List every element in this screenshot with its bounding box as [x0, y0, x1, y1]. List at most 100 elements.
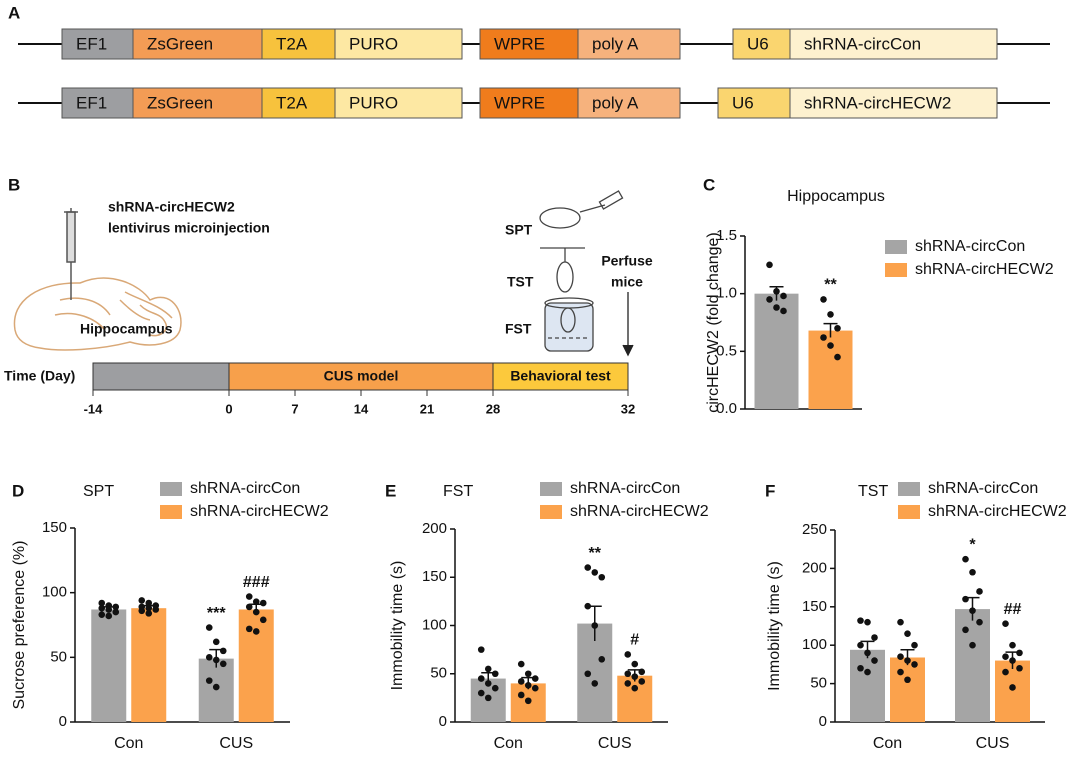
data-point [212, 656, 220, 664]
bar [91, 609, 127, 722]
data-point [911, 641, 918, 649]
construct-element [132, 87, 263, 119]
timeline-tick-label: -14 [84, 401, 104, 416]
construct-element [334, 87, 463, 119]
legend-swatch [885, 263, 907, 277]
data-point [624, 680, 632, 687]
legend-swatch [898, 505, 920, 519]
data-point [857, 664, 864, 672]
data-point [857, 617, 864, 624]
bar [890, 657, 925, 722]
data-point [904, 630, 911, 637]
data-point [904, 676, 911, 684]
data-point [245, 593, 253, 600]
data-point [484, 694, 492, 702]
timeline-tick-label: 32 [621, 401, 635, 416]
legend-label: shRNA-circCon [570, 480, 680, 497]
axis-label: Time (Day) [4, 368, 75, 384]
element-label: U6 [732, 93, 754, 112]
data-point [773, 288, 780, 295]
panel-letter: B [8, 175, 20, 194]
phase-label: CUS model [324, 368, 399, 384]
mouse-icons [539, 190, 624, 352]
data-point [969, 641, 976, 649]
timeline-tick-label: 0 [225, 401, 232, 416]
data-point [820, 296, 827, 303]
legend-swatch [160, 482, 182, 496]
construct-element [61, 28, 134, 60]
y-tick-label: 50 [50, 648, 67, 665]
data-point [827, 311, 834, 318]
end-label: mice [611, 274, 643, 290]
x-tick-label: Con [114, 735, 143, 752]
data-point [219, 647, 227, 655]
chart-title: SPT [83, 483, 114, 500]
data-point [962, 595, 969, 603]
data-point [105, 612, 113, 620]
data-point [871, 634, 878, 641]
element-label: ZsGreen [147, 93, 213, 112]
data-point [219, 660, 227, 668]
data-point [524, 697, 532, 705]
data-point [624, 670, 632, 678]
significance-label: *** [207, 605, 226, 622]
data-point [631, 660, 639, 668]
data-point [897, 668, 904, 676]
data-point [524, 682, 532, 689]
data-point [591, 622, 599, 629]
data-point [98, 611, 106, 618]
data-point [969, 607, 976, 614]
data-point [484, 680, 492, 687]
data-point [1002, 653, 1009, 661]
data-point [834, 324, 841, 332]
data-point [477, 646, 485, 653]
data-point [897, 618, 904, 626]
bar [754, 293, 799, 409]
y-axis-label: Sucrose preference (%) [11, 541, 28, 710]
data-point [780, 307, 787, 315]
brain-sketch [13, 277, 182, 351]
data-point [145, 599, 153, 607]
data-point [205, 677, 213, 684]
panel-letter: E [385, 481, 396, 500]
data-point [1002, 668, 1009, 676]
construct-element [717, 87, 791, 119]
x-tick-label: CUS [219, 735, 253, 752]
y-tick-label: 100 [422, 616, 447, 633]
y-tick-label: 250 [802, 521, 827, 538]
data-point [1016, 649, 1023, 657]
significance-label: # [630, 632, 639, 649]
data-point [112, 608, 120, 616]
data-point [624, 651, 632, 658]
y-axis-label: circHECW2 (fold change) [705, 232, 722, 413]
timeline-phase [92, 362, 230, 391]
timeline-tick-label: 14 [354, 401, 369, 416]
legend-label: shRNA-circHECW2 [915, 261, 1054, 278]
data-point [212, 683, 220, 691]
data-point [631, 684, 639, 692]
element-label: U6 [747, 34, 769, 53]
data-point [638, 668, 646, 676]
panel-letter: F [765, 481, 775, 500]
legend-label: shRNA-circHECW2 [928, 503, 1067, 520]
x-tick-label: Con [873, 735, 902, 752]
data-point [259, 616, 267, 624]
y-tick-label: 100 [42, 584, 67, 601]
significance-label: ** [824, 277, 837, 294]
bar [131, 608, 167, 722]
construct-element [577, 28, 681, 60]
timeline-phase [228, 362, 494, 391]
end-label: Perfuse [601, 253, 653, 269]
phase-label: Behavioral test [510, 368, 611, 384]
data-point [1016, 664, 1023, 672]
data-point [584, 564, 592, 571]
test-label: SPT [505, 222, 533, 238]
data-point [591, 680, 599, 687]
construct-element [732, 28, 791, 60]
data-point [820, 334, 827, 341]
data-point [584, 602, 592, 610]
construct-element [789, 87, 998, 119]
y-tick-label: 100 [802, 636, 827, 653]
bar [238, 609, 274, 722]
legend-label: shRNA-circHECW2 [190, 503, 329, 520]
